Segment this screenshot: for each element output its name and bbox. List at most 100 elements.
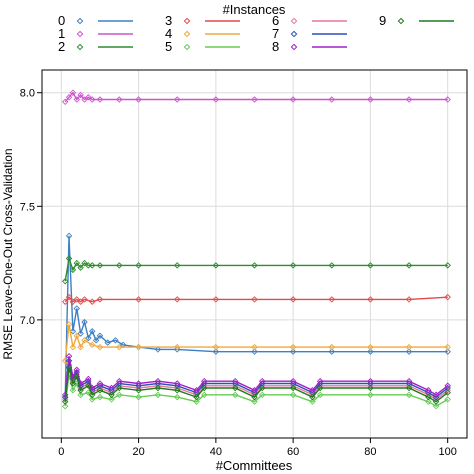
data-point	[444, 293, 451, 301]
legend-label: 4	[165, 26, 172, 41]
data-point	[116, 391, 123, 399]
series-5	[61, 371, 451, 410]
legend-label: 3	[165, 13, 172, 28]
data-point	[135, 393, 142, 401]
data-point	[432, 391, 440, 399]
data-point	[104, 339, 111, 346]
data-point	[212, 296, 220, 303]
data-point	[289, 96, 297, 103]
data-point	[116, 384, 123, 392]
legend: #Instances 012 345 678 9	[58, 2, 454, 54]
data-point	[258, 391, 266, 399]
data-point	[81, 318, 88, 326]
legend-item-3: 3	[165, 13, 240, 28]
data-point	[289, 343, 297, 351]
data-point	[289, 384, 297, 392]
data-point	[77, 343, 84, 351]
data-point	[328, 343, 336, 351]
data-point	[251, 343, 258, 351]
data-point	[61, 98, 69, 106]
data-point	[367, 296, 374, 303]
data-point	[289, 391, 297, 399]
x-tick-label: 20	[132, 446, 144, 458]
x-tick-label: 80	[364, 446, 376, 458]
data-point	[77, 387, 84, 394]
y-axis-label: RMSE Leave-One-Out Cross-Validation	[1, 148, 15, 359]
data-point	[73, 366, 81, 374]
legend-item-2: 2	[58, 39, 133, 54]
data-point	[231, 391, 239, 399]
data-point	[309, 393, 316, 401]
series-line	[64, 91, 448, 103]
data-point	[251, 387, 258, 394]
data-point	[65, 357, 73, 365]
series-4	[61, 321, 451, 365]
data-point	[367, 262, 374, 269]
data-point	[96, 296, 104, 303]
data-point	[108, 391, 115, 399]
legend-marker	[290, 43, 298, 51]
legend-label: 1	[58, 26, 65, 41]
data-point	[405, 343, 413, 351]
legend-marker	[183, 17, 191, 25]
data-point	[251, 348, 258, 355]
data-point	[65, 94, 73, 101]
data-point	[316, 384, 324, 392]
data-point	[96, 380, 104, 387]
legend-marker	[76, 30, 84, 38]
legend-marker	[183, 43, 191, 51]
data-point	[112, 337, 119, 344]
data-point	[73, 305, 81, 312]
data-point	[92, 337, 100, 344]
data-point	[309, 387, 316, 394]
data-point	[367, 343, 374, 351]
legend-item-9: 9	[379, 13, 454, 28]
data-point	[258, 384, 266, 392]
data-point	[81, 96, 88, 103]
data-point	[61, 278, 69, 285]
series-3	[61, 293, 451, 305]
data-point	[289, 262, 297, 269]
data-point	[212, 343, 220, 351]
data-point	[173, 296, 181, 303]
data-point	[77, 91, 84, 99]
data-point	[173, 393, 181, 401]
legend-label: 5	[165, 39, 172, 54]
data-point	[85, 382, 92, 389]
data-point	[108, 396, 115, 403]
data-point	[135, 296, 142, 303]
data-point	[367, 96, 374, 103]
data-point	[81, 296, 88, 303]
data-point	[405, 377, 413, 385]
data-point	[405, 384, 413, 392]
data-point	[328, 296, 336, 303]
legend-label: 9	[379, 13, 386, 28]
y-tick-label: 8.0	[20, 88, 35, 100]
data-point	[316, 377, 324, 385]
data-point	[81, 337, 88, 344]
series-layer	[61, 89, 451, 410]
data-point	[367, 384, 374, 392]
data-point	[88, 298, 96, 305]
data-point	[61, 398, 69, 405]
legend-marker	[76, 43, 84, 51]
data-point	[65, 321, 73, 328]
data-point	[173, 343, 181, 351]
x-tick-label: 100	[439, 446, 457, 458]
data-point	[96, 262, 104, 269]
data-point	[116, 262, 123, 269]
data-point	[173, 262, 181, 269]
data-point	[77, 298, 84, 305]
data-point	[432, 402, 440, 410]
data-point	[212, 348, 220, 355]
data-point	[77, 264, 84, 271]
data-point	[405, 391, 413, 399]
data-point	[309, 398, 316, 405]
data-point	[201, 391, 208, 399]
data-point	[61, 298, 69, 305]
data-point	[432, 398, 440, 405]
data-point	[96, 393, 104, 401]
data-point	[96, 332, 104, 340]
data-point	[65, 352, 73, 360]
data-point	[154, 391, 162, 399]
